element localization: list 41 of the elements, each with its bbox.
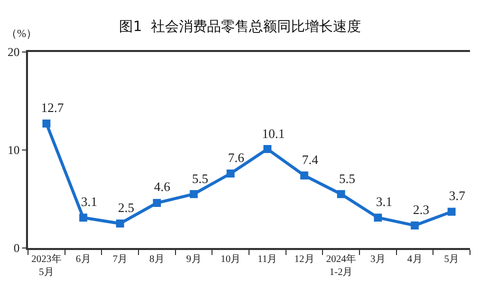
x-tick-label: 4月 xyxy=(407,254,422,265)
point xyxy=(300,171,308,180)
y-axis-title: （%） xyxy=(6,28,38,40)
x-tick-label: 8月 xyxy=(149,254,164,265)
y-tick-label: 20 xyxy=(8,45,20,60)
point xyxy=(152,198,161,207)
x-tick-label: 11月 xyxy=(258,254,278,265)
data-label: 3.7 xyxy=(449,188,466,203)
point xyxy=(374,214,382,222)
data-label: 5.5 xyxy=(192,171,208,186)
y-tick-label: 0 xyxy=(14,241,20,256)
x-tick-label: 2024年 1-2月 xyxy=(326,253,356,278)
data-label: 12.7 xyxy=(41,100,64,115)
x-tick-label: 5月 xyxy=(444,254,460,265)
data-label: 2.5 xyxy=(118,200,134,215)
x-tick-label: 3月 xyxy=(370,254,386,265)
data-label: 3.1 xyxy=(376,194,392,209)
point xyxy=(190,190,198,198)
data-label: 2.3 xyxy=(413,202,430,217)
data-label: 7.6 xyxy=(228,150,245,165)
data-label: 10.1 xyxy=(262,126,285,141)
data-label: 5.5 xyxy=(339,171,356,186)
point xyxy=(410,221,419,230)
x-tick-label: 10月 xyxy=(220,254,241,265)
point xyxy=(337,190,346,198)
x-tick-label: 2023年 5月 xyxy=(31,253,62,278)
chart-title: 图1 社会消费品零售总额同比增长速度 xyxy=(119,18,361,35)
x-tick-label: 9月 xyxy=(186,254,202,265)
y-tick-label: 10 xyxy=(8,143,20,158)
data-label: 4.6 xyxy=(154,179,171,194)
x-tick-label: 6月 xyxy=(76,254,91,265)
point xyxy=(116,220,124,228)
point xyxy=(226,170,235,178)
point xyxy=(79,214,88,222)
point xyxy=(448,208,456,216)
data-label: 3.1 xyxy=(81,194,98,209)
point xyxy=(263,145,272,154)
data-label: 7.4 xyxy=(302,152,319,167)
point xyxy=(42,120,50,128)
x-tick-label: 12月 xyxy=(294,254,314,265)
x-tick-label: 7月 xyxy=(112,254,128,265)
